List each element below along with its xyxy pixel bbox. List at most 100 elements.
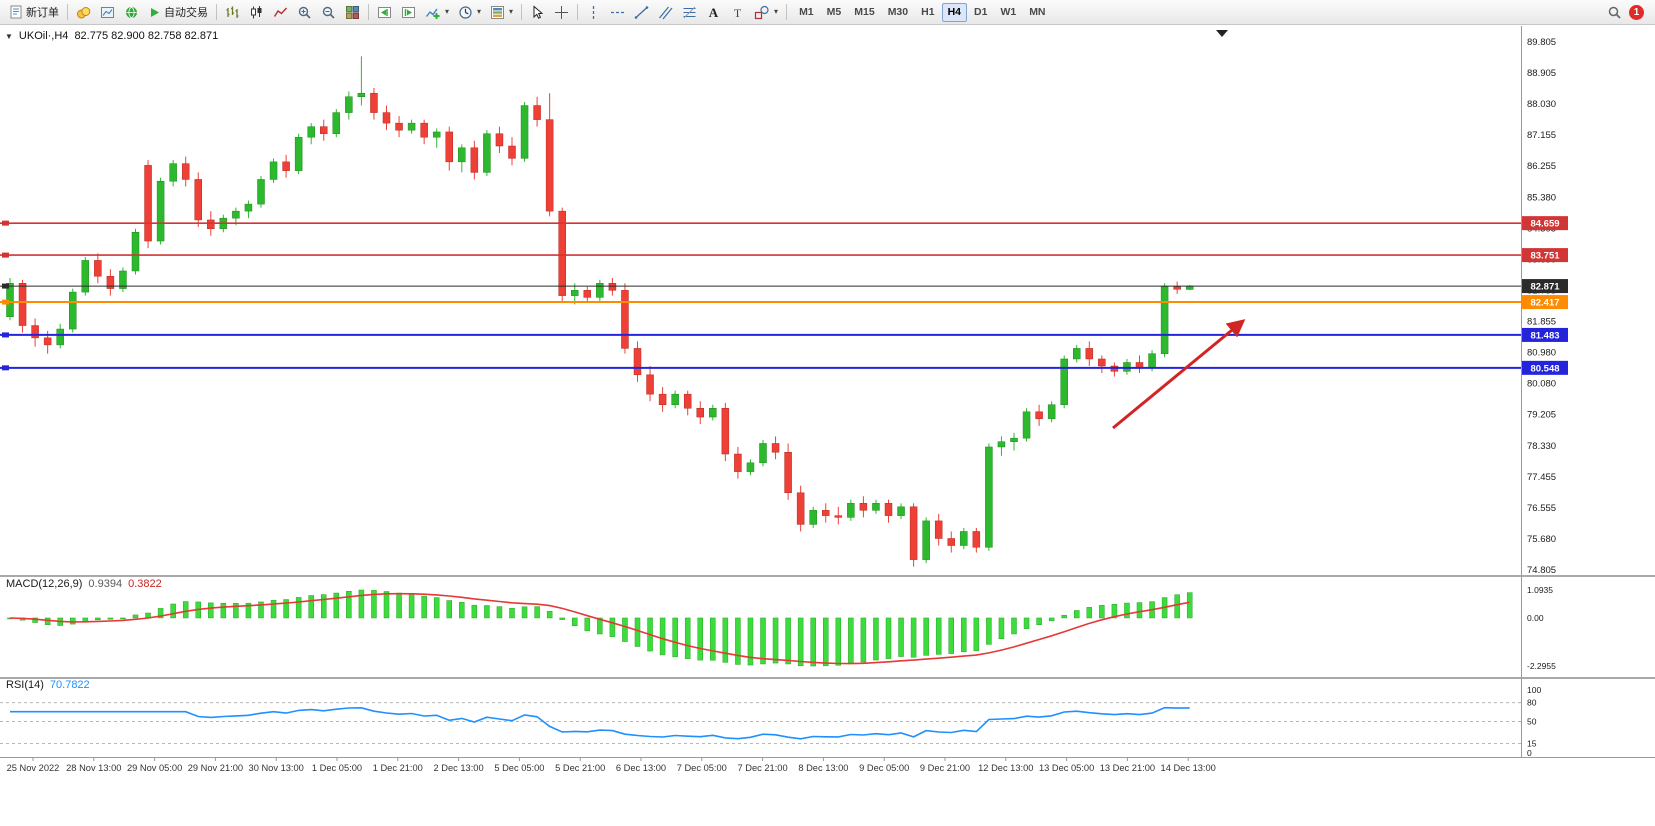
macd-histogram-bar — [170, 603, 176, 619]
macd-histogram-bar — [823, 617, 829, 667]
candle-bullish — [156, 180, 165, 242]
text-icon: A — [707, 5, 720, 20]
candle-bearish — [633, 348, 642, 376]
dropdown-arrow-icon: ▾ — [445, 7, 450, 16]
candle-bullish — [1060, 358, 1068, 405]
vertical-line-button[interactable] — [582, 2, 605, 23]
macd-signal-value: 0.3822 — [128, 578, 162, 590]
community-button[interactable] — [120, 2, 143, 23]
timeframe-button-m30[interactable]: M30 — [887, 6, 909, 18]
macd-histogram-bar — [82, 617, 89, 622]
macd-histogram-bar — [622, 617, 628, 642]
price-axis-label: 81.855 — [1527, 317, 1556, 328]
timeframe-button-m5[interactable]: M5 — [826, 6, 842, 18]
macd-histogram-bar — [157, 608, 164, 619]
macd-main-value: 0.9394 — [88, 578, 123, 590]
candle-bearish — [796, 492, 805, 525]
candle-bearish — [508, 145, 516, 159]
time-axis-label: 29 Nov 05:00 — [127, 763, 182, 773]
price-tag-label: 80.548 — [1530, 363, 1559, 374]
periods-button[interactable]: ▾ — [454, 2, 485, 23]
time-axis-label: 14 Dec 13:00 — [1161, 763, 1216, 773]
coins-button[interactable] — [72, 2, 95, 23]
candle-bullish — [232, 210, 240, 219]
chart-shift-button[interactable] — [373, 2, 396, 23]
candle-bearish — [1098, 358, 1106, 367]
candle-bullish — [671, 393, 679, 405]
macd-histogram-bar — [459, 602, 465, 619]
time-axis-label: 2 Dec 13:00 — [434, 763, 484, 773]
channel-button[interactable] — [654, 2, 677, 23]
cursor-button[interactable] — [526, 2, 549, 23]
macd-histogram-bar — [873, 617, 879, 661]
trendline-icon — [634, 5, 649, 20]
chart-scroll-marker[interactable] — [1216, 30, 1228, 37]
new-order-button[interactable]: 新订单 — [5, 2, 63, 23]
timeframe-button-mn[interactable]: MN — [1029, 6, 1046, 18]
templates-button[interactable]: ▾ — [486, 2, 517, 23]
macd-histogram-bar — [584, 617, 591, 632]
timeframe-button-h4[interactable]: H4 — [941, 2, 967, 22]
trendline-button[interactable] — [630, 2, 653, 23]
macd-histogram-bar — [659, 617, 666, 656]
macd-histogram-bar — [346, 591, 352, 619]
charts-button[interactable] — [96, 2, 119, 23]
hline-anchor[interactable] — [2, 332, 9, 338]
line-chart-button[interactable] — [269, 2, 292, 23]
candle-bearish — [696, 408, 704, 418]
macd-histogram-bar — [1099, 605, 1105, 619]
indicators-button[interactable]: ▾ — [421, 2, 453, 23]
macd-histogram-bar — [120, 617, 126, 620]
candle-bullish — [847, 503, 855, 518]
symbol-dropdown-icon[interactable]: ▼ — [5, 31, 13, 41]
candle-bullish — [897, 506, 905, 516]
timeframe-button-m1[interactable]: M1 — [799, 6, 814, 18]
timeframe-button-m15[interactable]: M15 — [854, 6, 875, 18]
hline-anchor[interactable] — [2, 252, 9, 258]
candlestick-chart-button[interactable] — [245, 2, 268, 23]
fibonacci-button[interactable] — [678, 2, 701, 23]
clock-icon — [458, 5, 473, 20]
candle-bearish — [583, 290, 592, 298]
candle-bearish — [972, 531, 981, 548]
zoom-in-button[interactable] — [293, 2, 316, 23]
hline-anchor[interactable] — [2, 220, 9, 226]
notification-badge[interactable]: 1 — [1629, 4, 1644, 20]
macd-histogram-bar — [923, 617, 929, 656]
search-button[interactable] — [1603, 2, 1626, 23]
hline-anchor[interactable] — [2, 299, 9, 305]
bar-chart-button[interactable] — [221, 2, 244, 23]
candle-bearish — [94, 260, 102, 277]
macd-histogram-bar — [1174, 594, 1180, 619]
text-button[interactable]: A — [702, 2, 725, 23]
timeframe-button-d1[interactable]: D1 — [974, 6, 988, 18]
time-axis-label: 5 Dec 05:00 — [494, 763, 544, 773]
auto-trading-button[interactable]: 自动交易 — [144, 2, 212, 23]
crosshair-button[interactable] — [550, 2, 573, 23]
price-tag-label: 81.483 — [1530, 330, 1559, 341]
candle-bullish — [357, 92, 366, 97]
candle-bullish — [257, 179, 265, 205]
candle-bearish — [106, 276, 115, 289]
timeframe-button-h1[interactable]: H1 — [921, 6, 935, 18]
rsi-label: RSI(14) 70.7822 — [6, 679, 90, 691]
candle-bullish — [345, 96, 353, 113]
dropdown-arrow-icon: ▾ — [774, 7, 779, 16]
timeframe-button-w1[interactable]: W1 — [1000, 6, 1017, 18]
trend-arrow-annotation[interactable] — [1112, 319, 1246, 430]
label-button[interactable]: T — [726, 2, 749, 23]
price-tag — [1522, 360, 1568, 375]
panel-separator[interactable] — [0, 575, 1655, 577]
hline-anchor[interactable] — [2, 365, 9, 371]
vertical-line-icon — [587, 5, 600, 20]
horizontal-line-button[interactable] — [606, 2, 629, 23]
candle-bearish — [558, 210, 566, 296]
panel-separator[interactable] — [0, 677, 1655, 679]
hline-anchor[interactable] — [2, 283, 9, 289]
tile-windows-button[interactable] — [341, 2, 364, 23]
zoom-out-button[interactable] — [317, 2, 340, 23]
shapes-button[interactable]: ▾ — [750, 2, 782, 23]
chart-autoscroll-button[interactable] — [397, 2, 420, 23]
candle-bearish — [194, 179, 202, 221]
